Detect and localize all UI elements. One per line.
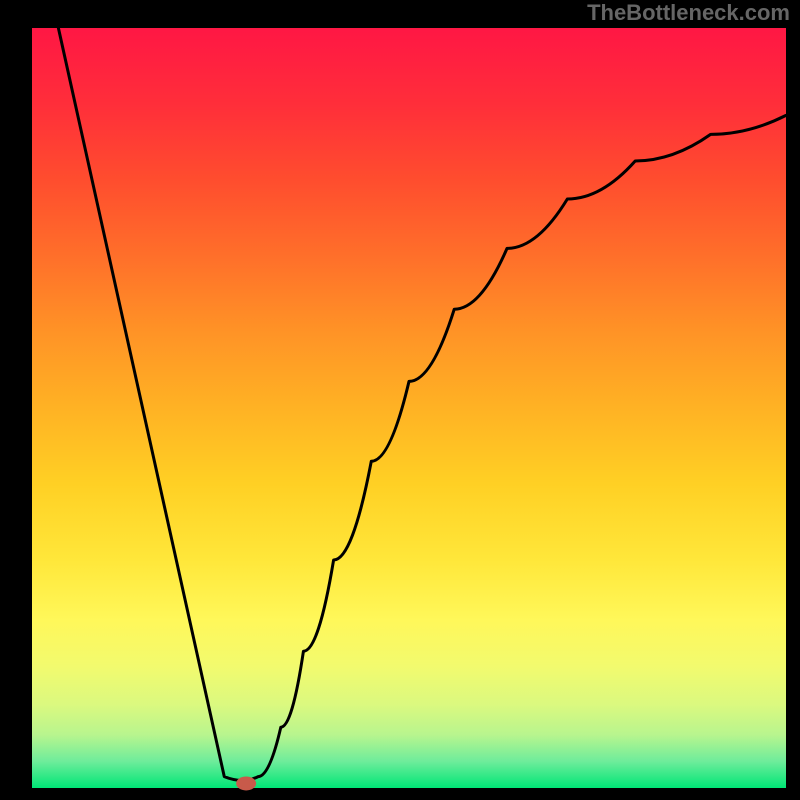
bottleneck-chart [0,0,800,800]
plot-area [32,28,786,788]
chart-container: TheBottleneck.com [0,0,800,800]
optimal-point-marker [236,776,256,790]
watermark-text: TheBottleneck.com [587,0,790,26]
